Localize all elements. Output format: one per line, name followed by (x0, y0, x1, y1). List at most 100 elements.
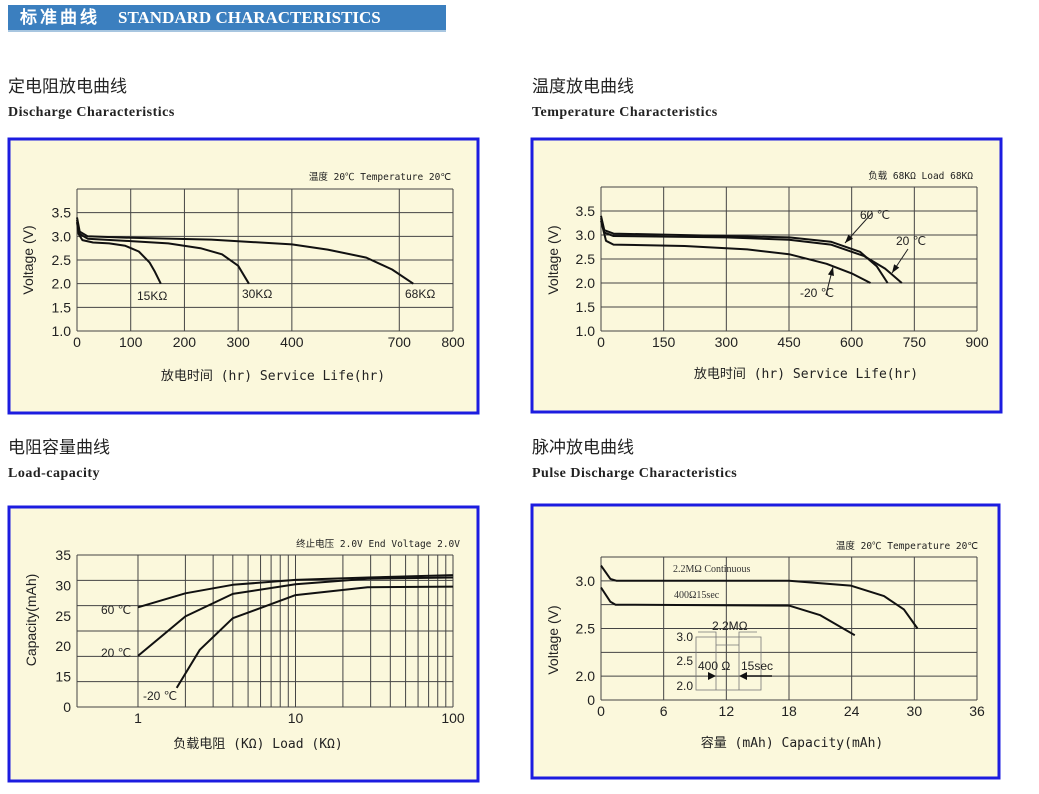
arrow-left-icon (739, 672, 747, 680)
section-title-cn: 定电阻放电曲线 (8, 77, 127, 96)
x-tick-label: 700 (388, 334, 412, 350)
series-label: 2.2MΩ Continuous (673, 564, 751, 575)
series-label: 68KΩ (405, 287, 435, 301)
x-tick-label: 450 (777, 334, 801, 350)
x-tick-label: 30 (907, 703, 923, 719)
chart-3: 0 6 12 18 24 30 36 0 2.0 2.5 3.0 温度 20℃ Temperature… (530, 503, 1001, 780)
y-tick-label: 2.0 (52, 276, 72, 292)
chart-condition-note: 温度 20℃ Temperature 20℃ (309, 171, 451, 183)
series-line (600, 220, 871, 284)
y-axis-label: Voltage (V) (545, 605, 561, 674)
chart-condition-note: 温度 20℃ Temperature 20℃ (836, 540, 978, 552)
y-tick-label: 2.5 (576, 251, 596, 267)
x-axis-label: 容量 (mAh) Capacity(mAh) (701, 735, 884, 751)
series-label: 15KΩ (137, 289, 167, 303)
x-tick-label: 0 (73, 334, 81, 350)
y-tick-label: 2.5 (52, 252, 72, 268)
pulse-waveform (698, 631, 757, 690)
series-line (76, 219, 250, 285)
y-tick-label: 30 (55, 577, 71, 593)
series-label: 60 ℃ (860, 208, 890, 222)
y-tick-label: 2.5 (576, 621, 596, 637)
series-line (137, 576, 454, 657)
chart-2: 1 10 100 0 15 20 25 30 35 终止电压 2.0V End Voltage 2… (7, 505, 480, 783)
arrowhead-icon (827, 267, 834, 276)
x-tick-label: 200 (173, 334, 197, 350)
arrowhead-icon (845, 234, 853, 243)
section-title-cn: 脉冲放电曲线 (532, 438, 634, 457)
inset-tick-label: 3.0 (676, 630, 693, 644)
x-tick-label: 750 (903, 334, 927, 350)
section-title-en: Pulse Discharge Characteristics (532, 466, 738, 481)
y-axis-label: Voltage (V) (545, 225, 561, 294)
x-tick-label: 100 (441, 710, 465, 726)
x-axis-label: 负载电阻 (KΩ) Load (KΩ) (173, 737, 342, 752)
inset-label-load: 400 Ω (698, 659, 730, 673)
series-line (76, 221, 162, 285)
section-title-en: Discharge Characteristics (8, 105, 175, 120)
series-label: 30KΩ (242, 287, 272, 301)
chart-0: 0 100 200 300 400 700 800 1.0 1.5 2.0 2.5 3.0 3.5 温度 … (7, 137, 480, 415)
chart-panel (530, 137, 1003, 414)
x-tick-label: 24 (844, 703, 860, 719)
x-axis-label: 放电时间 (hr) Service Life(hr) (694, 367, 918, 382)
series-label: 20 ℃ (896, 234, 926, 248)
x-tick-label: 400 (280, 334, 304, 350)
inset-label-high: 2.2MΩ (712, 619, 748, 633)
y-tick-label: 1.5 (576, 299, 596, 315)
x-axis-label: 放电时间 (hr) Service Life(hr) (161, 369, 385, 384)
x-tick-label: 600 (840, 334, 864, 350)
chart-1: 0 150 300 450 600 750 900 1.0 1.5 2.0 2.5 3.0 3.5 负载 … (530, 137, 1003, 414)
y-tick-label: 25 (55, 608, 71, 624)
header-banner: 标准曲线 STANDARD CHARACTERISTICS (8, 5, 446, 32)
y-tick-label: 3.0 (576, 573, 596, 589)
section-title-cn: 电阻容量曲线 (8, 438, 110, 457)
y-tick-label: 3.5 (576, 203, 596, 219)
x-tick-label: 36 (969, 703, 985, 719)
y-tick-label: 3.0 (52, 228, 72, 244)
series-label: -20 ℃ (143, 689, 177, 703)
chart-condition-note: 负载 68KΩ Load 68KΩ (868, 170, 973, 182)
x-tick-label: 100 (119, 334, 143, 350)
y-tick-label: 3.0 (576, 227, 596, 243)
series-label: 400Ω15sec (674, 590, 720, 601)
section-pulse-title: 脉冲放电曲线 Pulse Discharge Characteristics (532, 433, 737, 482)
x-tick-label: 300 (226, 334, 250, 350)
series-line (76, 217, 414, 285)
inset-tick-label: 2.0 (676, 679, 693, 693)
x-tick-label: 900 (965, 334, 989, 350)
x-tick-label: 300 (715, 334, 739, 350)
x-tick-label: 0 (597, 334, 605, 350)
x-tick-label: 18 (781, 703, 797, 719)
banner-title-cn: 标准曲线 (20, 8, 100, 27)
series-line (600, 217, 903, 284)
section-title-en: Load-capacity (8, 466, 101, 481)
section-load-capacity-title: 电阻容量曲线 Load-capacity (8, 433, 110, 482)
x-tick-label: 12 (719, 703, 735, 719)
y-tick-label: 1.0 (576, 323, 596, 339)
y-tick-label: 15 (55, 669, 71, 685)
y-tick-label: 35 (55, 547, 71, 563)
x-tick-label: 1 (134, 710, 142, 726)
y-tick-label: 3.5 (52, 205, 72, 221)
series-line (137, 574, 454, 609)
y-axis-label: Voltage (V) (20, 225, 36, 294)
inset-tick-label: 2.5 (676, 654, 693, 668)
series-label: 20 ℃ (101, 646, 131, 660)
section-temperature-title: 温度放电曲线 Temperature Characteristics (532, 72, 718, 121)
section-title-en: Temperature Characteristics (532, 105, 718, 120)
y-tick-label: 1.0 (52, 323, 72, 339)
banner-title-en: STANDARD CHARACTERISTICS (118, 8, 381, 27)
chart-panel (530, 503, 1001, 780)
series-line (600, 565, 919, 630)
chart-condition-note: 终止电压 2.0V End Voltage 2.0V (296, 538, 460, 550)
y-tick-label: 0 (63, 699, 71, 715)
chart-panel (7, 505, 480, 783)
x-tick-label: 0 (597, 703, 605, 719)
arrow-right-icon (708, 672, 716, 680)
y-axis-label: Capacity(mAh) (23, 574, 39, 667)
series-line (600, 586, 856, 637)
series-line (175, 585, 454, 689)
x-tick-label: 6 (660, 703, 668, 719)
